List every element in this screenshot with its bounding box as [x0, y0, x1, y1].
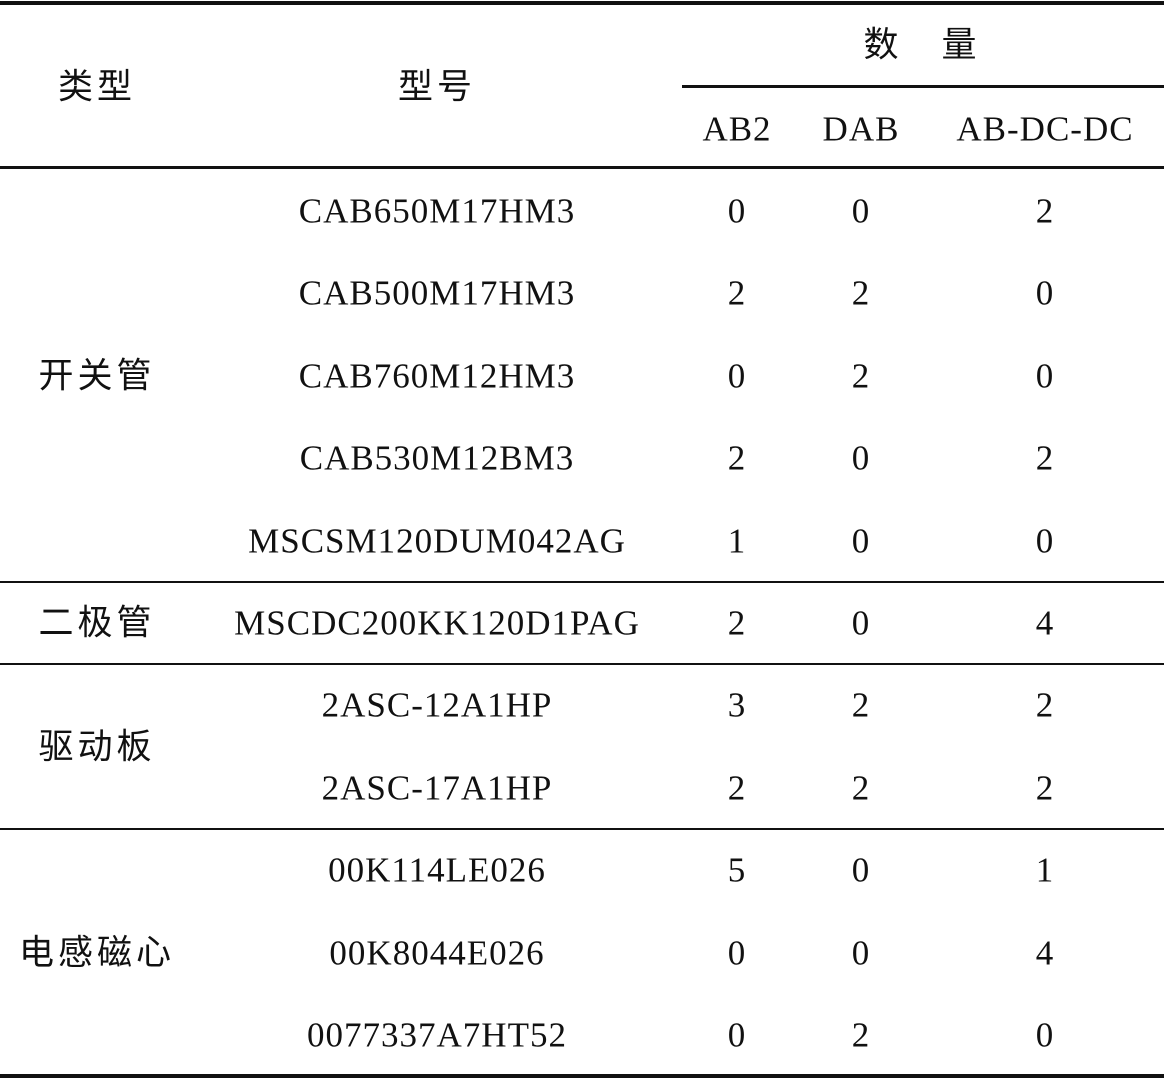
header-rule — [0, 166, 1164, 169]
model-cell: 2ASC-17A1HP — [321, 768, 553, 808]
quantity-cell: 0 — [851, 850, 871, 890]
quantity-cell: 3 — [727, 685, 747, 725]
quantity-cell: 5 — [727, 850, 747, 890]
quantity-cell: 4 — [1035, 933, 1055, 973]
quantity-cell: 2 — [851, 273, 871, 313]
header-col-dab: DAB — [822, 109, 900, 149]
header-quantity: 数 量 — [863, 25, 981, 65]
group-type-label: 驱动板 — [38, 727, 156, 767]
quantity-cell: 0 — [851, 191, 871, 231]
quantity-cell: 1 — [727, 521, 747, 561]
quantity-cell: 0 — [851, 933, 871, 973]
model-cell: MSCSM120DUM042AG — [248, 521, 626, 561]
quantity-cell: 2 — [851, 356, 871, 396]
quantity-cell: 0 — [1035, 521, 1055, 561]
quantity-cell: 0 — [727, 191, 747, 231]
group-divider — [0, 828, 1164, 830]
model-cell: CAB650M17HM3 — [298, 191, 576, 231]
model-cell: 0077337A7HT52 — [307, 1015, 567, 1055]
top-rule — [0, 1, 1164, 5]
model-cell: 2ASC-12A1HP — [321, 685, 553, 725]
group-divider — [0, 663, 1164, 666]
quantity-cell: 2 — [727, 603, 747, 643]
quantity-cell: 2 — [727, 438, 747, 478]
header-model: 型号 — [397, 67, 477, 107]
header-col-ab2: AB2 — [702, 109, 772, 149]
quantity-cell: 2 — [1035, 438, 1055, 478]
group-type-label: 电感磁心 — [18, 933, 176, 973]
quantity-cell: 0 — [851, 521, 871, 561]
quantity-cell: 0 — [727, 356, 747, 396]
quantity-cell: 0 — [1035, 356, 1055, 396]
model-cell: CAB500M17HM3 — [298, 273, 576, 313]
quantity-cell: 2 — [851, 1015, 871, 1055]
quantity-cell: 0 — [851, 438, 871, 478]
quantity-cell: 2 — [1035, 685, 1055, 725]
group-type-label: 开关管 — [38, 356, 156, 396]
model-cell: CAB760M12HM3 — [298, 356, 576, 396]
header-type: 类型 — [57, 67, 137, 107]
quantity-cell: 2 — [727, 768, 747, 808]
quantity-cell: 4 — [1035, 603, 1055, 643]
group-divider — [0, 580, 1164, 583]
quantity-cell: 1 — [1035, 850, 1055, 890]
group-type-label: 二极管 — [38, 603, 156, 643]
quantity-cell: 2 — [851, 768, 871, 808]
quantity-cell: 0 — [727, 1015, 747, 1055]
model-cell: 00K114LE026 — [328, 850, 546, 890]
bottom-rule — [0, 1074, 1164, 1078]
quantity-cell: 2 — [1035, 191, 1055, 231]
header-col-abdcdc: AB-DC-DC — [956, 109, 1134, 149]
quantity-cell: 0 — [727, 933, 747, 973]
quantity-cell: 0 — [1035, 273, 1055, 313]
model-cell: 00K8044E026 — [329, 933, 545, 973]
model-cell: MSCDC200KK120D1PAG — [234, 603, 640, 643]
model-cell: CAB530M12BM3 — [299, 438, 575, 478]
quantity-cell: 2 — [727, 273, 747, 313]
quantity-cell: 2 — [851, 685, 871, 725]
quantity-cell: 2 — [1035, 768, 1055, 808]
quantity-cell: 0 — [851, 603, 871, 643]
quantity-cell: 0 — [1035, 1015, 1055, 1055]
quantity-rule — [682, 85, 1164, 88]
